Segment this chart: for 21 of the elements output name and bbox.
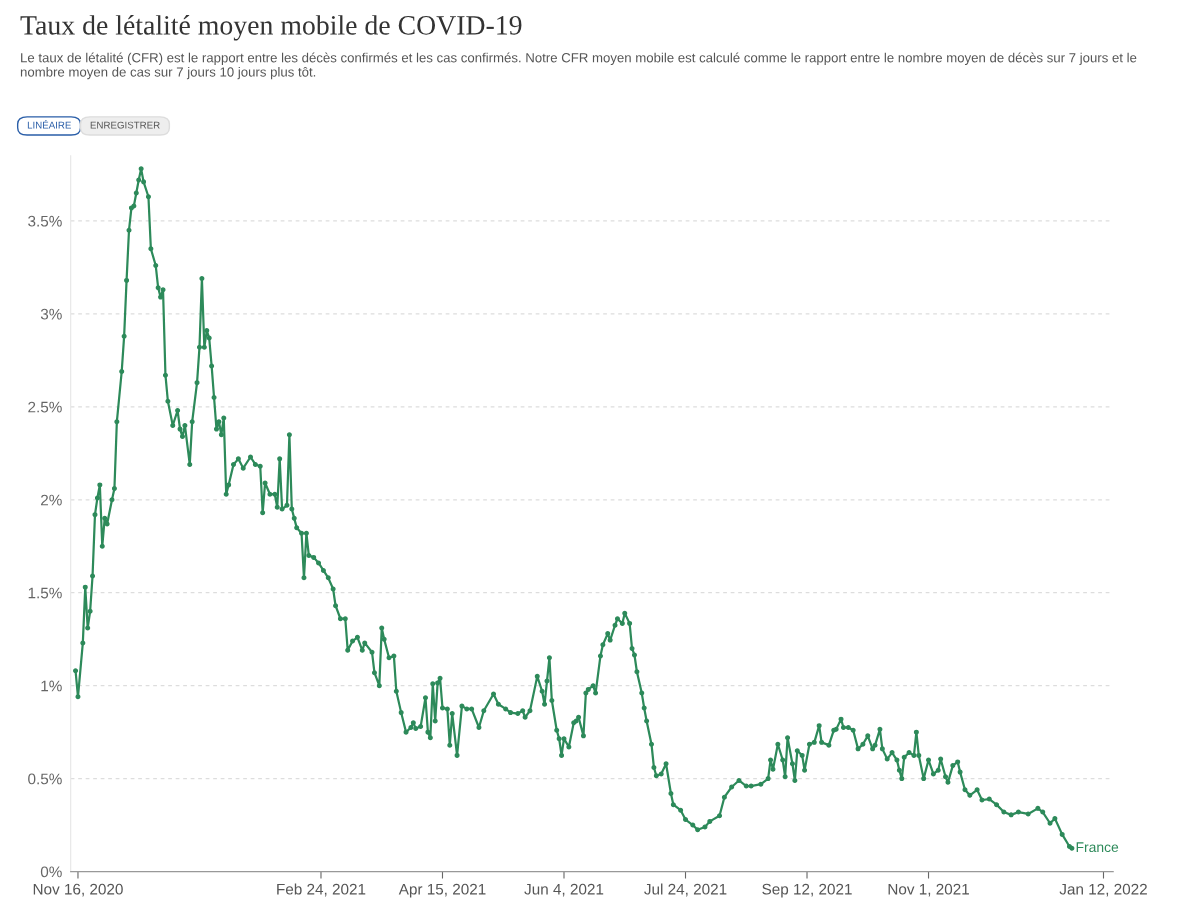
x-tick-label: Jan 12, 2022 [1059, 883, 1147, 897]
text: LINÉAIRE [27, 120, 71, 129]
x-tick-label: Nov 1, 2021 [888, 883, 969, 897]
y-tick-label: 3% [40, 308, 62, 320]
chart-subtitle: Le taux de létalité (CFR) est le rapport entre les décès confirmés et les cas confirmés. Notre CFR moyen mobile est calculé comme le rapport entre le nombre moyen de décès sur 7 jours et le nombre moyen de cas sur 7 jours 10 jours plus tôt. [20, 52, 1137, 80]
x-tick-label: Nov 16, 2020 [33, 883, 123, 897]
y-tick-label: 3.5% [28, 215, 62, 227]
y-tick-label: 1% [41, 680, 62, 692]
text: ENREGISTRER [90, 121, 160, 129]
x-tick-label: Feb 24, 2021 [277, 883, 366, 897]
series-label: France [1076, 842, 1119, 853]
y-tick-label: 2% [41, 494, 62, 506]
chart-title: Taux de létalité moyen mobile de COVID-19 [20, 15, 522, 41]
y-tick-label: 1.5% [28, 587, 62, 599]
y-tick-label: 0.5% [28, 773, 62, 785]
y-tick-label: 0% [40, 866, 62, 878]
x-tick-label: Apr 15, 2021 [398, 883, 486, 898]
x-tick-label: Jun 4, 2021 [524, 883, 604, 897]
y-tick-label: 2.5% [28, 401, 62, 413]
x-tick-label: Jul 24, 2021 [644, 883, 727, 897]
x-tick-label: Sep 12, 2021 [762, 883, 852, 898]
